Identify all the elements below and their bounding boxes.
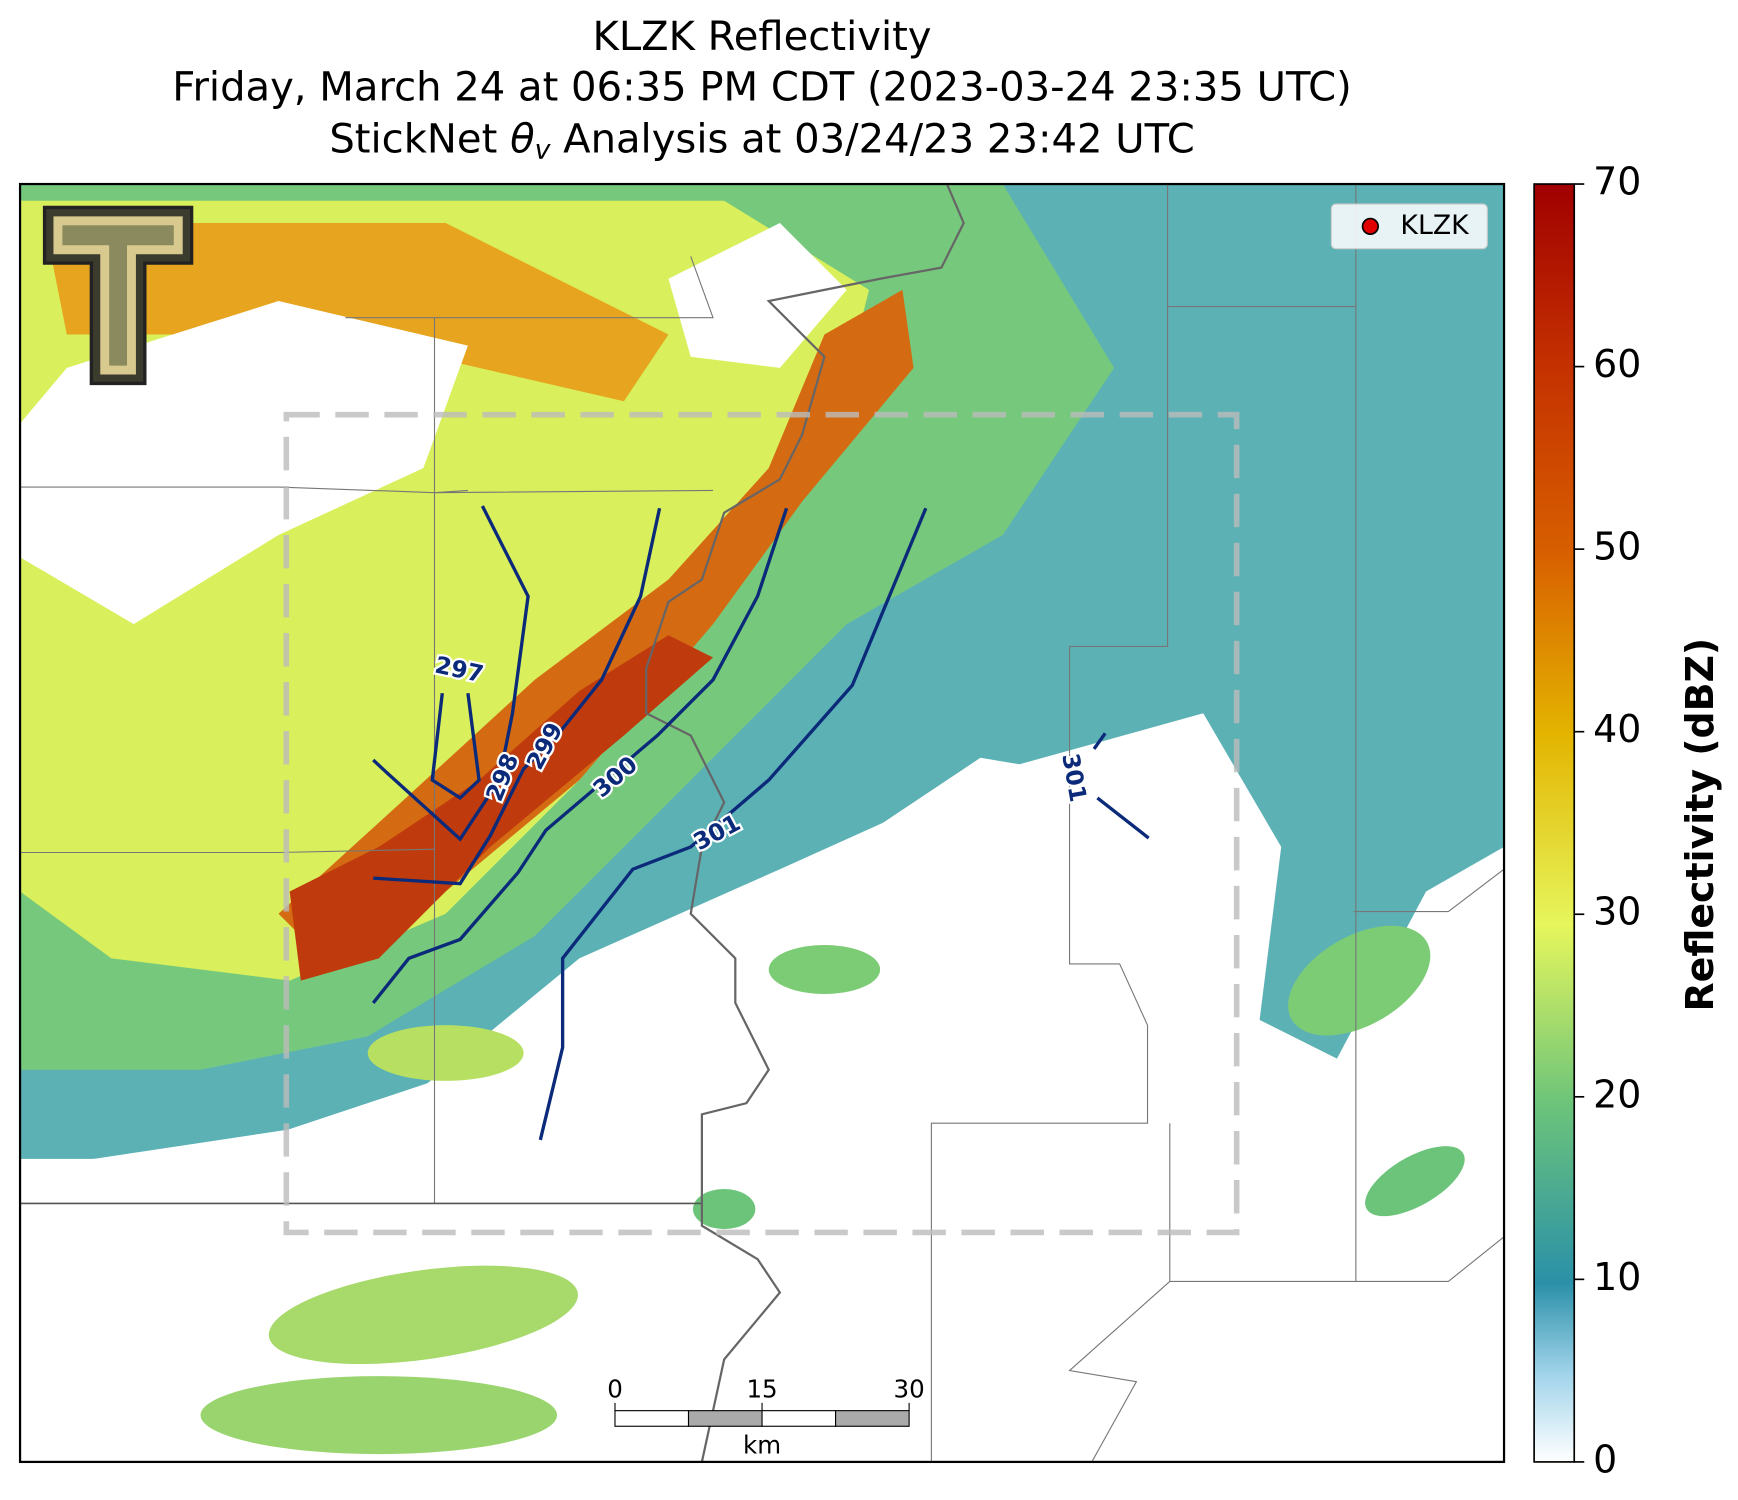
map-frame (18, 182, 1506, 1464)
colorbar-tick-label: 60 (1593, 342, 1641, 386)
county-border (20, 184, 1505, 1462)
echo-free-area (20, 713, 1282, 1462)
echo-cell (268, 1265, 578, 1365)
scale-segment (687, 1410, 763, 1427)
echo-free-area (668, 223, 847, 368)
colorbar-tick-label: 70 (1593, 160, 1641, 204)
echo-cell (200, 1376, 558, 1455)
title-text: Analysis at 03/24/23 23:42 UTC (550, 117, 1194, 163)
legend-box (1330, 203, 1488, 250)
scale-tick-label: 15 (746, 1375, 777, 1404)
echo-region (278, 289, 914, 959)
scale-segment (761, 1410, 837, 1427)
contour-line (373, 507, 662, 886)
title-symbol: θ (510, 117, 535, 163)
echo-region (289, 635, 714, 981)
scale-tick-label: 0 (607, 1375, 623, 1404)
scale-segment (835, 1410, 910, 1427)
colorbar-tick-label: 10 (1593, 1255, 1641, 1299)
scale-segment (614, 1410, 690, 1427)
title-line: StickNet θv Analysis at 03/24/23 23:42 U… (329, 117, 1194, 165)
legend-label: KLZK (1400, 210, 1470, 241)
colorbar-tick-label: 20 (1593, 1072, 1641, 1116)
title-line: Friday, March 24 at 06:35 PM CDT (2023-0… (172, 64, 1351, 110)
scale-unit: km (743, 1430, 781, 1459)
title-text: StickNet (329, 117, 510, 163)
contour-line (371, 507, 789, 1004)
colorbar-tick-label: 50 (1593, 525, 1641, 569)
colorbar (1533, 183, 1576, 1463)
colorbar-tick-label: 0 (1593, 1437, 1617, 1481)
echo-cell (768, 944, 881, 994)
echo-cell (692, 1188, 756, 1230)
contour-line (430, 692, 481, 801)
logo (42, 205, 194, 386)
echo-cell (1365, 1146, 1465, 1217)
echo-cell (1288, 925, 1431, 1036)
legend-marker (1361, 217, 1379, 236)
scale-bar: km 0 15 30 (607, 1375, 925, 1460)
colorbar-tick-label: 40 (1593, 707, 1641, 751)
echo-cell (367, 1025, 524, 1081)
scale-tick-label: 30 (894, 1375, 925, 1404)
contour-line (372, 505, 530, 842)
legend: KLZK (1330, 203, 1488, 250)
contour-line (538, 507, 928, 1141)
contour-line (1092, 732, 1150, 840)
colorbar-label: Reflectivity (dBZ) (1678, 638, 1722, 1012)
title-subscript: v (535, 134, 552, 165)
echo-region (44, 223, 669, 402)
title-line: KLZK Reflectivity (593, 14, 932, 60)
colorbar-tick-label: 30 (1593, 890, 1641, 934)
